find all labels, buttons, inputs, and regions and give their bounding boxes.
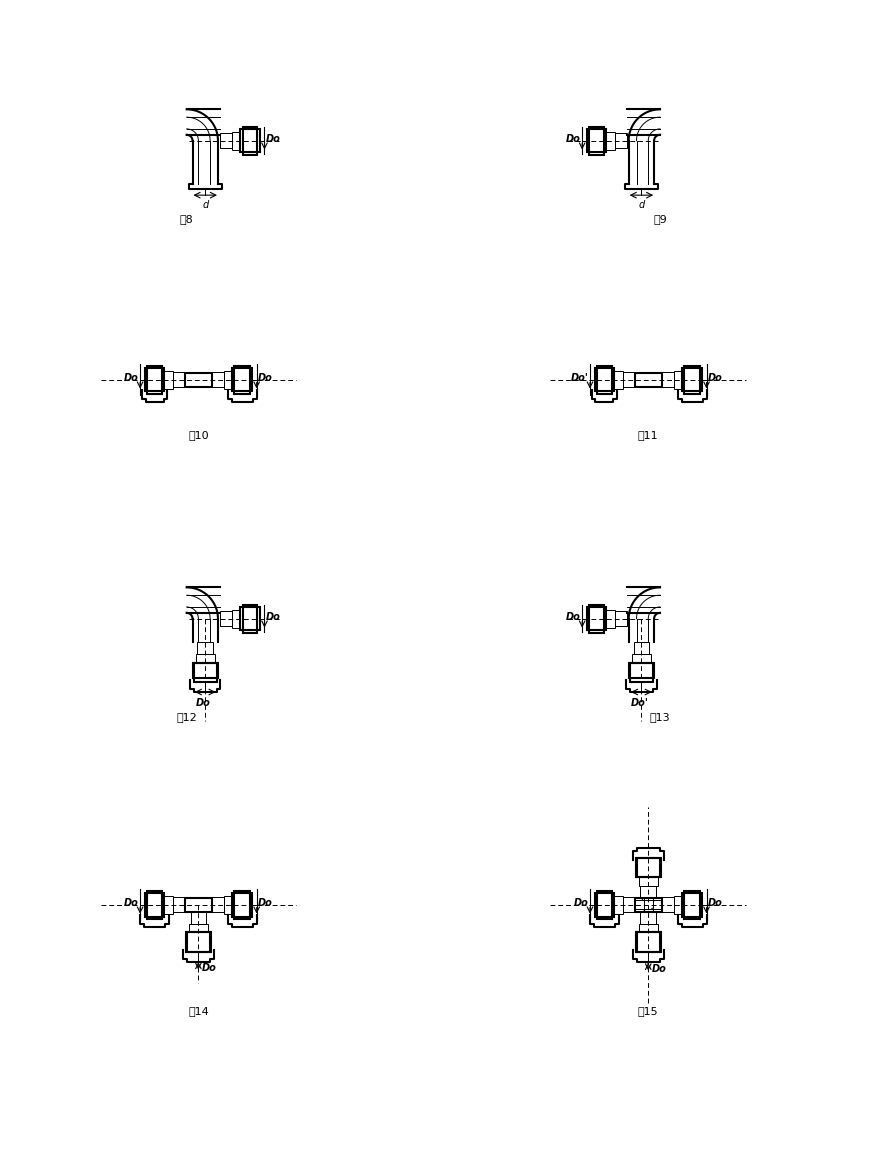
Text: 图15: 图15: [638, 1006, 658, 1016]
Text: Do: Do: [708, 898, 723, 908]
Text: Do: Do: [573, 898, 588, 908]
Text: Do: Do: [201, 963, 216, 972]
Text: Do': Do': [630, 699, 648, 708]
Text: Do: Do: [123, 898, 138, 908]
Text: 图14: 图14: [188, 1006, 209, 1016]
Text: Do: Do: [258, 373, 273, 383]
Text: d: d: [638, 201, 644, 210]
Text: 图11: 图11: [638, 430, 658, 440]
Text: Do: Do: [651, 964, 666, 973]
Text: Do: Do: [266, 134, 281, 144]
Text: Do: Do: [708, 373, 723, 383]
Text: Do: Do: [565, 612, 580, 622]
Text: 图13: 图13: [649, 711, 670, 722]
Text: Do: Do: [258, 898, 273, 908]
Text: 图9: 图9: [653, 215, 667, 224]
Text: 图12: 图12: [176, 711, 197, 722]
Text: 图8: 图8: [179, 215, 193, 224]
Text: Do': Do': [570, 373, 588, 383]
Text: Do: Do: [565, 134, 580, 144]
Text: d: d: [202, 201, 208, 210]
Text: Do: Do: [266, 612, 281, 622]
Text: Do: Do: [123, 373, 138, 383]
Text: 图10: 图10: [188, 430, 208, 440]
Text: Do: Do: [196, 699, 211, 708]
